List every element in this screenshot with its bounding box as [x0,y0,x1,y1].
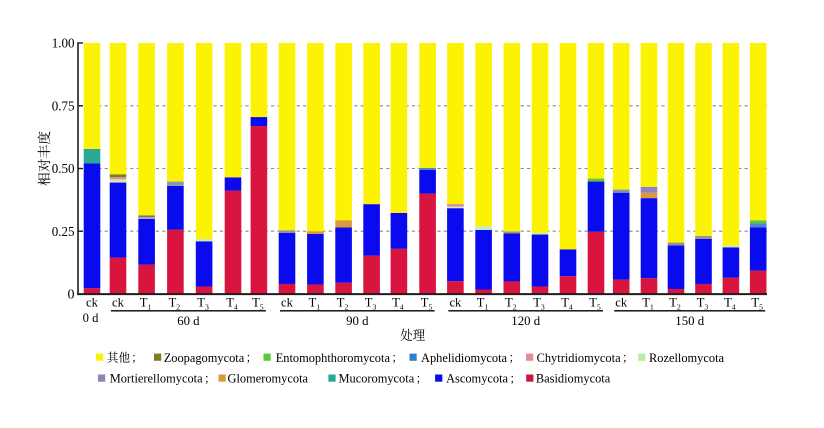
svg-text:Rozellomycota: Rozellomycota [649,351,725,365]
svg-text:T3: T3 [197,295,209,311]
svg-text:T3: T3 [533,295,545,311]
svg-text:0 d: 0 d [83,311,99,325]
svg-text:0.75: 0.75 [52,100,75,115]
svg-text:T5: T5 [421,295,433,311]
svg-text:T4: T4 [561,295,573,311]
svg-text:ck: ck [112,295,125,309]
svg-text:Mucoromycota: Mucoromycota [339,372,415,386]
svg-text:T5: T5 [252,295,264,311]
svg-text:T2: T2 [669,295,681,311]
svg-text:Mortierellomycota: Mortierellomycota [110,372,203,386]
svg-text:ck: ck [615,295,628,309]
svg-text:T3: T3 [365,295,377,311]
svg-text:T2: T2 [505,295,517,311]
svg-text:Chytridiomycota: Chytridiomycota [537,351,621,365]
svg-text:150 d: 150 d [675,314,704,328]
svg-text:T1: T1 [477,295,489,311]
svg-text:Entomophthoromycota: Entomophthoromycota [276,351,391,365]
svg-text:0.25: 0.25 [52,225,75,240]
svg-text:T4: T4 [392,295,404,311]
svg-text:0.50: 0.50 [52,162,75,177]
svg-text:T2: T2 [169,295,181,311]
svg-text:T3: T3 [697,295,709,311]
svg-text:ck: ck [449,295,462,309]
svg-text:Aphelidiomycota: Aphelidiomycota [421,351,508,365]
svg-text:Basidiomycota: Basidiomycota [536,372,611,386]
svg-text:T1: T1 [309,295,321,311]
svg-text:120 d: 120 d [511,314,540,328]
svg-text:T2: T2 [337,295,349,311]
svg-text:90 d: 90 d [346,314,369,328]
svg-text:ck: ck [281,295,294,309]
svg-text:T5: T5 [751,295,763,311]
svg-text:T1: T1 [642,295,654,311]
svg-text:T4: T4 [724,295,736,311]
svg-text:Zoopagomycota: Zoopagomycota [164,351,245,365]
svg-text:0: 0 [68,288,75,303]
svg-text:Ascomycota: Ascomycota [446,372,508,386]
svg-text:ck: ck [86,295,99,309]
svg-text:T5: T5 [589,295,601,311]
svg-text:Glomeromycota: Glomeromycota [228,372,309,386]
svg-text:60 d: 60 d [177,314,200,328]
svg-text:T4: T4 [226,295,238,311]
svg-text:T1: T1 [140,295,152,311]
svg-text:1.00: 1.00 [52,37,75,52]
